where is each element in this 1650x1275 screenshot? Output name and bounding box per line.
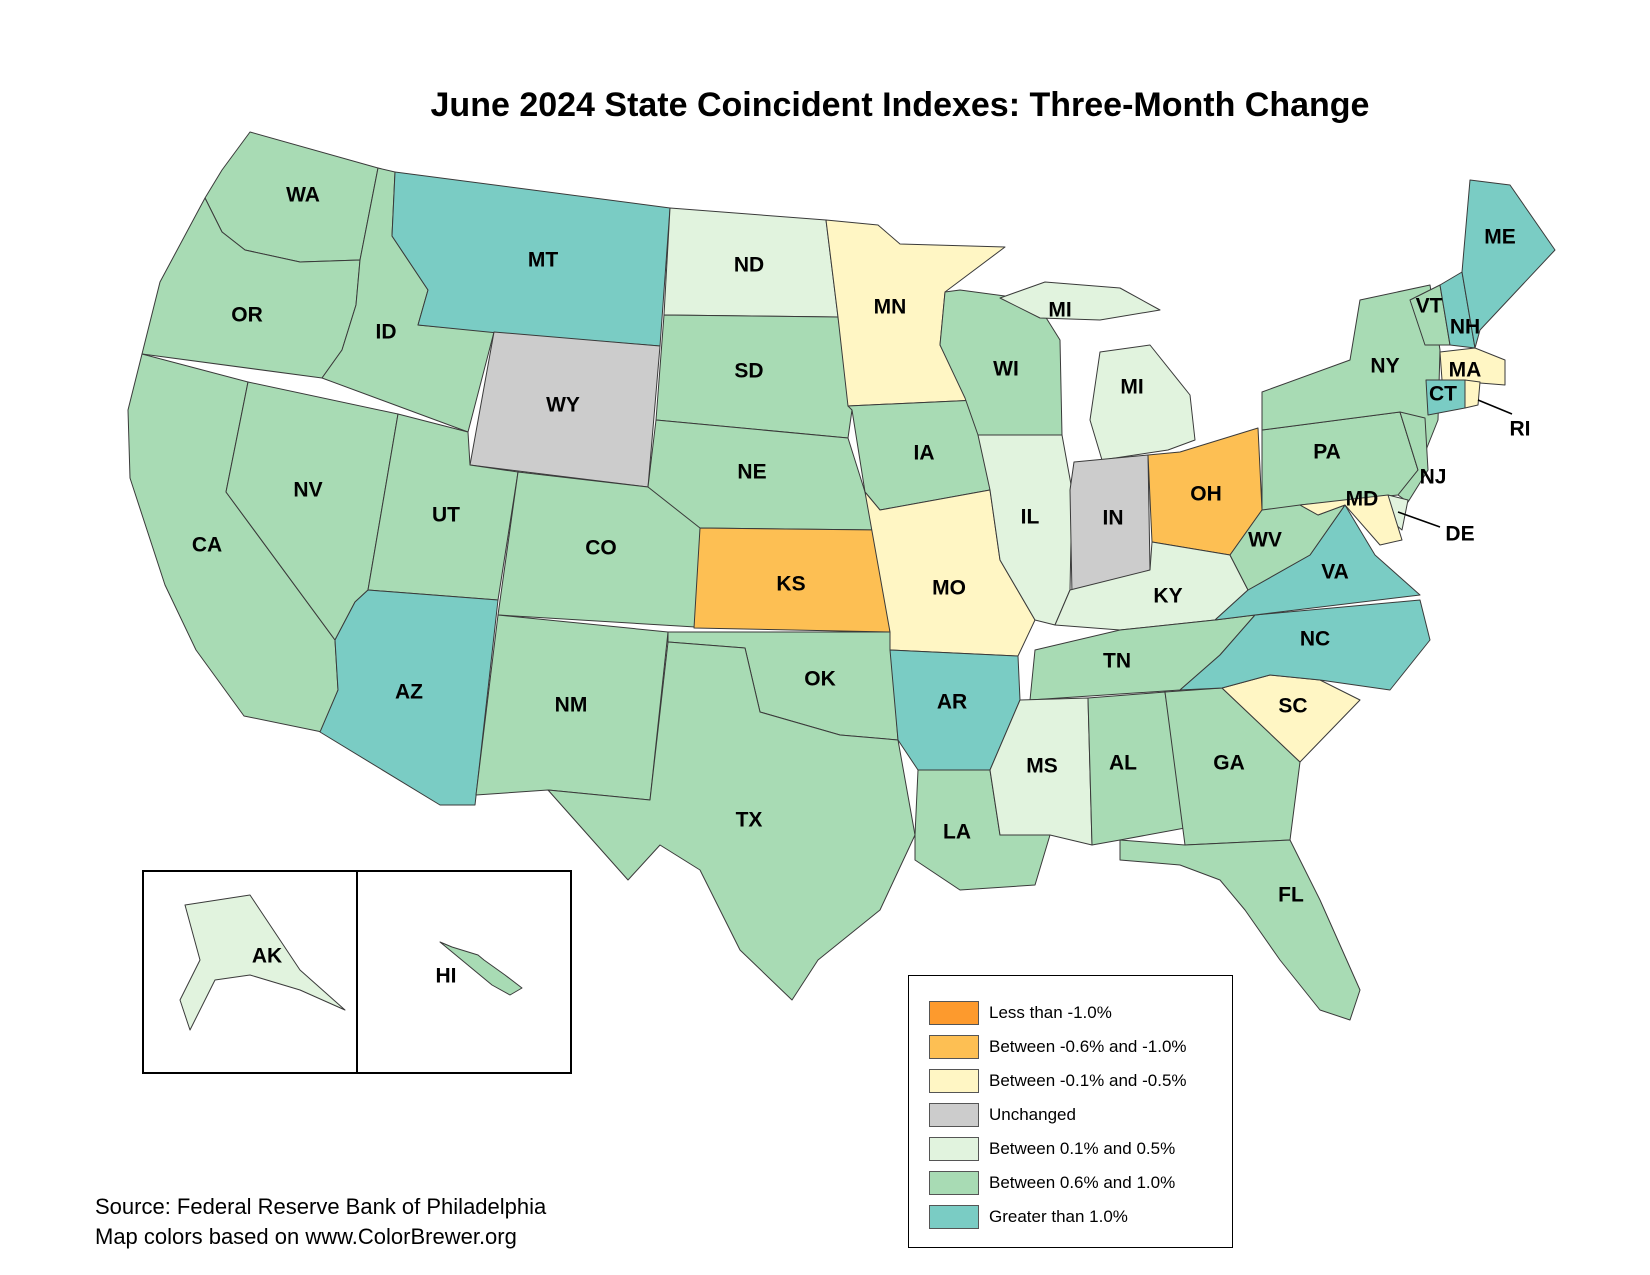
state-tx: [547, 641, 916, 1001]
state-label-ct: CT: [1429, 383, 1457, 406]
legend-label: Between -0.1% and -0.5%: [989, 1071, 1187, 1090]
state-label-ne: NE: [737, 461, 766, 484]
inset-divider: [356, 870, 358, 1074]
state-label-mn: MN: [874, 296, 907, 319]
map-title: June 2024 State Coincident Indexes: Thre…: [430, 86, 1370, 124]
source-note: Source: Federal Reserve Bank of Philadel…: [95, 1192, 546, 1252]
legend-swatch: [929, 1103, 979, 1127]
state-label-ga: GA: [1213, 752, 1245, 775]
legend: Less than -1.0% Between -0.6% and -1.0% Be…: [908, 975, 1233, 1248]
callout-line-de: [1397, 511, 1441, 528]
legend-item: Between -0.6% and -1.0%: [929, 1030, 1232, 1064]
state-label-or: OR: [231, 304, 263, 327]
state-label-co: CO: [585, 537, 617, 560]
state-label-wy: WY: [546, 394, 580, 417]
state-label-nc: NC: [1300, 628, 1330, 651]
legend-item: Greater than 1.0%: [929, 1200, 1232, 1234]
state-ma: [1439, 347, 1506, 386]
state-label-pa: PA: [1313, 441, 1341, 464]
state-label-mi: MI: [1120, 376, 1143, 399]
state-label-ak: AK: [252, 945, 282, 968]
state-label-wi: WI: [993, 358, 1019, 381]
state-label-tn: TN: [1103, 650, 1131, 673]
state-ri: [1464, 379, 1481, 409]
legend-label: Between 0.1% and 0.5%: [989, 1139, 1176, 1158]
legend-swatch: [929, 1171, 979, 1195]
state-label-ks: KS: [776, 573, 805, 596]
callout-line-ri: [1477, 399, 1513, 415]
state-label-oh: OH: [1190, 483, 1222, 506]
state-label-ms: MS: [1026, 755, 1058, 778]
legend-label: Less than -1.0%: [989, 1003, 1112, 1022]
legend-swatch: [929, 1137, 979, 1161]
legend-item: Unchanged: [929, 1098, 1232, 1132]
state-label-in: IN: [1103, 507, 1124, 530]
state-mi: [1089, 344, 1196, 461]
state-mi-upper: [999, 281, 1161, 321]
state-label-va: VA: [1321, 561, 1349, 584]
state-label-nv: NV: [293, 479, 322, 502]
state-label-ca: CA: [192, 534, 222, 557]
state-label-id: ID: [376, 321, 397, 344]
state-label-wv: WV: [1248, 529, 1282, 552]
legend-item: Less than -1.0%: [929, 996, 1232, 1030]
state-label-md: MD: [1346, 488, 1379, 511]
state-label-ky: KY: [1153, 585, 1182, 608]
legend-swatch: [929, 1069, 979, 1093]
source-line: Source: Federal Reserve Bank of Philadel…: [95, 1194, 547, 1219]
legend-item: Between 0.1% and 0.5%: [929, 1132, 1232, 1166]
state-label-nm: NM: [555, 694, 588, 717]
colorbrewer-line: Map colors based on www.ColorBrewer.org: [95, 1224, 517, 1249]
state-label-nj: NJ: [1420, 466, 1447, 489]
state-label-fl: FL: [1278, 884, 1304, 907]
legend-label: Unchanged: [989, 1105, 1076, 1124]
state-hi: [439, 941, 523, 996]
state-label-tx: TX: [736, 809, 763, 832]
state-label-az: AZ: [395, 681, 423, 704]
state-label-vt: VT: [1416, 295, 1443, 318]
state-sd: [655, 314, 853, 439]
legend-swatch: [929, 1001, 979, 1025]
state-label-hi: HI: [436, 965, 457, 988]
state-label-mo: MO: [932, 577, 966, 600]
state-label-ut: UT: [432, 504, 460, 527]
state-nc: [1179, 599, 1431, 691]
legend-swatch: [929, 1035, 979, 1059]
legend-item: Between -0.1% and -0.5%: [929, 1064, 1232, 1098]
state-fl: [1119, 839, 1361, 1021]
state-label-ma: MA: [1449, 359, 1482, 382]
state-label-ri: RI: [1510, 418, 1531, 441]
state-label-mi: MI: [1048, 299, 1071, 322]
state-ak: [179, 894, 346, 1031]
legend-label: Greater than 1.0%: [989, 1207, 1128, 1226]
state-label-sd: SD: [734, 360, 763, 383]
state-label-la: LA: [943, 821, 971, 844]
state-md: [1299, 494, 1403, 546]
state-label-wa: WA: [286, 184, 320, 207]
state-label-ok: OK: [804, 668, 836, 691]
state-az: [319, 589, 499, 806]
state-label-nh: NH: [1450, 316, 1480, 339]
state-label-de: DE: [1445, 523, 1474, 546]
state-label-al: AL: [1109, 752, 1137, 775]
state-label-sc: SC: [1278, 695, 1307, 718]
legend-label: Between -0.6% and -1.0%: [989, 1037, 1187, 1056]
state-label-ar: AR: [937, 691, 967, 714]
state-label-me: ME: [1484, 226, 1516, 249]
state-label-ia: IA: [914, 442, 935, 465]
state-label-ny: NY: [1370, 355, 1399, 378]
legend-item: Between 0.6% and 1.0%: [929, 1166, 1232, 1200]
legend-swatch: [929, 1205, 979, 1229]
legend-label: Between 0.6% and 1.0%: [989, 1173, 1176, 1192]
state-label-nd: ND: [734, 254, 764, 277]
state-label-il: IL: [1021, 506, 1040, 529]
state-label-mt: MT: [528, 249, 558, 272]
state-al: [1087, 691, 1186, 846]
